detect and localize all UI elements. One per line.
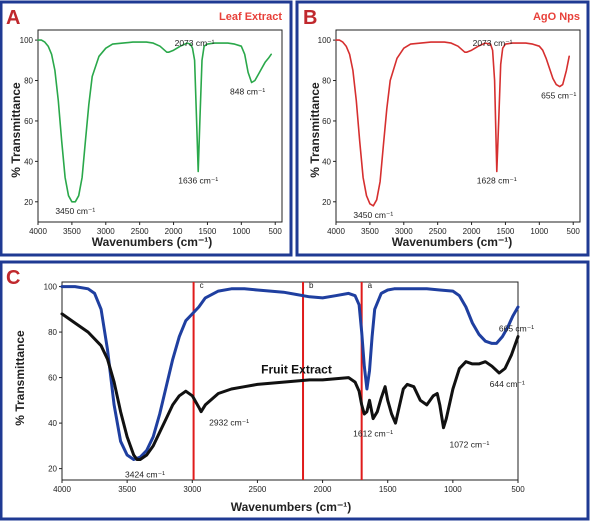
panel-b-ytick-label: 40: [322, 157, 331, 166]
panel-c-xtick-label: 500: [511, 485, 525, 494]
panel-a-plot: 4000 3500 3000 2500 2000 1500 1000 500 20 40 60 80 1…: [20, 29, 283, 236]
panel-c-ytick-label: 60: [48, 374, 57, 383]
panel-c-xtick-label: 2000: [314, 485, 332, 494]
panel-c-xtick-label: 1500: [379, 485, 397, 494]
panel-a-xtick-label: 3500: [63, 227, 81, 236]
panel-a-ylabel: % Transmittance: [9, 82, 23, 178]
panel-b-plot-area: [335, 29, 581, 223]
panel-c-series-line-1: [60, 285, 520, 461]
panel-a-title: Leaf Extract: [219, 11, 282, 23]
panel-c-plot: 4000 3500 3000 2500 2000 1500 1000 500 20 40 60 80 1…: [44, 281, 535, 494]
panel-b-ytick-label: 60: [322, 117, 331, 126]
panel-a-xtick-label: 1000: [232, 227, 250, 236]
panel-b-peak-label: 3450 cm⁻¹: [353, 210, 393, 220]
panel-a-series-line-1: [37, 39, 272, 203]
panel-b-xtick-label: 1500: [497, 227, 515, 236]
panel-b-series-line-1: [335, 39, 570, 207]
panel-a-xtick-label: 500: [269, 227, 283, 236]
panel-a-peak-label: 3450 cm⁻¹: [55, 206, 95, 216]
panel-c-series-line-2: [60, 312, 520, 461]
panel-c-xtick-label: 4000: [53, 485, 71, 494]
panel-b-xtick-label: 2500: [429, 227, 447, 236]
panel-b-xtick-label: 3500: [361, 227, 379, 236]
panel-b-xtick-label: 3000: [395, 227, 413, 236]
panel-c: C Wavenumbers (cm⁻¹) % Transmittance 400…: [0, 260, 590, 521]
panel-c-ylabel: % Transmittance: [13, 330, 27, 426]
panel-a-ytick-label: 100: [20, 36, 34, 45]
panel-c-marker-label: b: [309, 281, 314, 290]
panel-b-xlabel: Wavenumbers (cm⁻¹): [392, 235, 513, 249]
panel-b-xtick-label: 4000: [327, 227, 345, 236]
panel-b-ytick-label: 20: [322, 198, 331, 207]
panel-b-xtick-label: 500: [567, 227, 581, 236]
panel-c-marker-label: a: [368, 281, 373, 290]
panel-c-ytick-label: 40: [48, 419, 57, 428]
panel-b-plot: 4000 3500 3000 2500 2000 1500 1000 500 20 40 60 80 1…: [318, 29, 581, 236]
panel-b-xtick-label: 2000: [463, 227, 481, 236]
panel-a: A Leaf Extract Wavenumbers (cm⁻¹) % Tran…: [0, 0, 293, 257]
panel-b-peak-label: 655 cm⁻¹: [541, 91, 576, 101]
panel-c-peak-label: 644 cm⁻¹: [490, 379, 525, 389]
panel-a-xtick-label: 2500: [131, 227, 149, 236]
panel-c-peak-label: 1612 cm⁻¹: [353, 429, 393, 439]
panel-c-xtick-label: 3000: [183, 485, 201, 494]
panel-c-xlabel: Wavenumbers (cm⁻¹): [231, 500, 352, 514]
panel-b-xtick-label: 1000: [530, 227, 548, 236]
panel-a-plot-area: [37, 29, 283, 223]
panel-a-xlabel: Wavenumbers (cm⁻¹): [92, 235, 213, 249]
panel-b-peak-label: 2073 cm⁻¹: [473, 38, 513, 48]
panel-a-peak-label: 1636 cm⁻¹: [178, 175, 218, 185]
panel-a-xtick-label: 4000: [29, 227, 47, 236]
panel-a-xtick-label: 2000: [165, 227, 183, 236]
panel-b-ytick-label: 80: [322, 77, 331, 86]
panel-b-ytick-label: 100: [318, 36, 332, 45]
panel-b-letter: B: [303, 7, 317, 29]
panel-a-letter: A: [6, 7, 20, 29]
panel-c-xtick-label: 2500: [249, 485, 267, 494]
panel-c-peak-label: 3424 cm⁻¹: [125, 470, 165, 480]
panel-b: B AgO Nps Wavenumbers (cm⁻¹) % Transmitt…: [295, 0, 590, 257]
panel-a-ytick-label: 20: [24, 198, 33, 207]
panel-a-xtick-label: 1500: [199, 227, 217, 236]
panel-c-xtick-label: 3500: [118, 485, 136, 494]
panel-c-marker-label: c: [200, 281, 204, 290]
panel-c-plot-area: [61, 281, 519, 481]
panel-c-xtick-label: 1000: [444, 485, 462, 494]
panel-c-peak-label: 2932 cm⁻¹: [209, 418, 249, 428]
panel-a-ytick-label: 60: [24, 117, 33, 126]
panel-b-title: AgO Nps: [533, 11, 580, 23]
panel-b-ylabel: % Transmittance: [308, 82, 322, 178]
panel-a-ytick-label: 40: [24, 157, 33, 166]
panel-c-ytick-label: 100: [44, 283, 58, 292]
panel-c-peak-label: 1072 cm⁻¹: [449, 440, 489, 450]
panel-c-ytick-label: 20: [48, 465, 57, 474]
panel-c-title: Fruit Extract: [261, 363, 332, 377]
panel-c-ytick-label: 80: [48, 328, 57, 337]
panel-a-ytick-label: 80: [24, 77, 33, 86]
panel-b-peak-label: 1628 cm⁻¹: [477, 175, 517, 185]
panel-a-xtick-label: 3000: [97, 227, 115, 236]
panel-a-peak-label: 848 cm⁻¹: [230, 87, 265, 97]
panel-c-peak-label: 665 cm⁻¹: [499, 323, 534, 333]
panel-c-letter: C: [6, 267, 20, 289]
panel-a-frame: [0, 0, 293, 257]
panel-a-peak-label: 2073 cm⁻¹: [175, 38, 215, 48]
